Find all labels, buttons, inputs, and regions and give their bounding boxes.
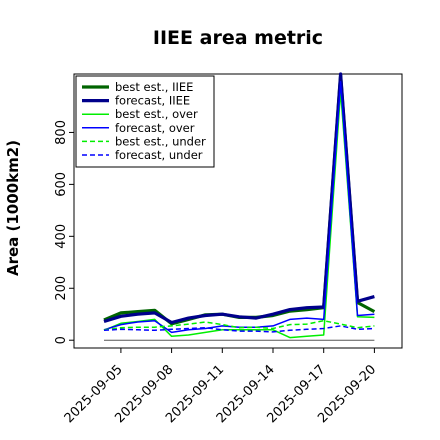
series-line-4 bbox=[103, 319, 375, 331]
series-line-5 bbox=[103, 325, 375, 333]
legend-box bbox=[75, 75, 215, 168]
legend-label-0: best est., IIEE bbox=[115, 80, 193, 94]
plot-area bbox=[73, 73, 403, 349]
series-line-1 bbox=[103, 72, 375, 325]
y-tick-label: 400 bbox=[54, 224, 69, 249]
legend-label-3: forecast, over bbox=[115, 121, 195, 135]
chart-title: IIEE area metric bbox=[153, 27, 323, 49]
y-axis-label: Area (1000km2) bbox=[4, 140, 22, 276]
legend-label-1: forecast, IIEE bbox=[115, 94, 190, 108]
legend-label-2: best est., over bbox=[115, 107, 198, 121]
y-axis: 0 200 400 600 800 bbox=[54, 120, 74, 344]
series-layer bbox=[103, 72, 376, 339]
legend-label-5: forecast, under bbox=[115, 148, 203, 162]
y-tick-label: 200 bbox=[54, 276, 69, 301]
legend-label-4: best est., under bbox=[115, 134, 206, 148]
y-tick-label: 800 bbox=[54, 120, 69, 145]
y-tick-label: 0 bbox=[54, 336, 69, 344]
x-axis: 2025-09-052025-09-082025-09-112025-09-14… bbox=[62, 348, 379, 426]
y-tick-label: 600 bbox=[54, 172, 69, 197]
series-line-2 bbox=[103, 90, 375, 339]
